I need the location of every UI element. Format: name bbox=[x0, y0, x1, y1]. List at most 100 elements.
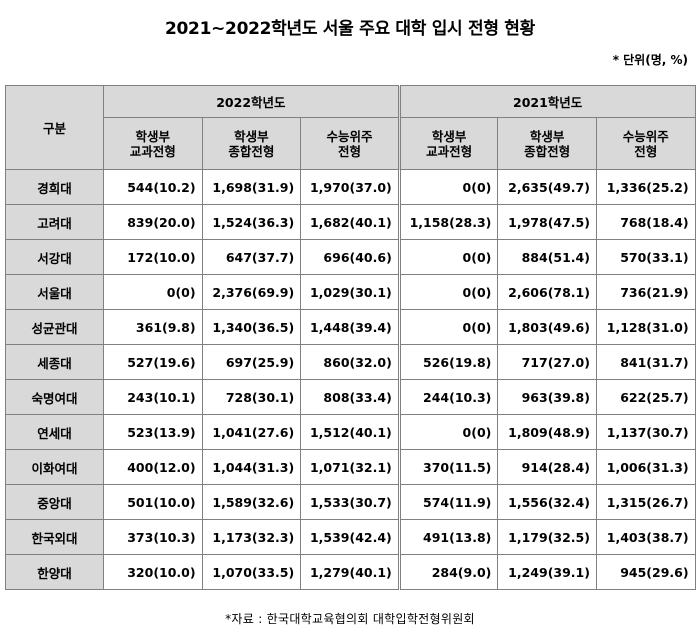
header-type-line2: 교과전형 bbox=[426, 143, 473, 159]
table-cell: 1,524(36.3) bbox=[201, 204, 302, 240]
table-row: 연세대 523(13.9) 1,041(27.6) 1,512(40.1) 0(0) 1,… bbox=[5, 414, 696, 450]
table-cell: 860(32.0) bbox=[300, 344, 400, 380]
table-cell: 574(11.9) bbox=[397, 484, 499, 520]
table-cell: 1,589(32.6) bbox=[201, 484, 302, 520]
table-cell: 1,179(32.5) bbox=[497, 519, 597, 555]
table-cell: 1,403(38.7) bbox=[595, 519, 696, 555]
table-cell: 523(13.9) bbox=[103, 414, 203, 450]
university-name: 중앙대 bbox=[5, 484, 104, 520]
table-cell: 1,158(28.3) bbox=[397, 204, 499, 240]
table-cell: 0(0) bbox=[103, 274, 203, 310]
table-row: 중앙대 501(10.0) 1,589(32.6) 1,533(30.7) 574(11… bbox=[5, 484, 696, 520]
table-cell: 1,006(31.3) bbox=[595, 449, 696, 485]
table-row: 경희대 544(10.2) 1,698(31.9) 1,970(37.0) 0(0) 2,… bbox=[5, 169, 696, 205]
header-type: 학생부 종합전형 bbox=[201, 117, 302, 170]
table-cell: 1,556(32.4) bbox=[497, 484, 597, 520]
header-type-line1: 학생부 bbox=[234, 128, 269, 144]
table-cell: 884(51.4) bbox=[497, 239, 597, 275]
table-cell: 696(40.6) bbox=[300, 239, 400, 275]
university-name: 경희대 bbox=[5, 169, 104, 205]
table-cell: 1,533(30.7) bbox=[300, 484, 400, 520]
table-cell: 1,698(31.9) bbox=[201, 169, 302, 205]
table-cell: 0(0) bbox=[397, 414, 499, 450]
table-cell: 1,044(31.3) bbox=[201, 449, 302, 485]
table-cell: 1,173(32.3) bbox=[201, 519, 302, 555]
table-row: 한양대 320(10.0) 1,070(33.5) 1,279(40.1) 284(9.… bbox=[5, 554, 696, 590]
table-cell: 284(9.0) bbox=[397, 554, 499, 590]
university-name: 서강대 bbox=[5, 239, 104, 275]
table-cell: 728(30.1) bbox=[201, 379, 302, 415]
header-type: 수능위주 전형 bbox=[595, 117, 696, 170]
table-cell: 491(13.8) bbox=[397, 519, 499, 555]
table-cell: 501(10.0) bbox=[103, 484, 203, 520]
table-cell: 1,340(36.5) bbox=[201, 309, 302, 345]
university-name: 성균관대 bbox=[5, 309, 104, 345]
table-cell: 736(21.9) bbox=[595, 274, 696, 310]
university-name: 이화여대 bbox=[5, 449, 104, 485]
table-cell: 0(0) bbox=[397, 169, 499, 205]
table-row: 세종대 527(19.6) 697(25.9) 860(32.0) 526(19.8) 7… bbox=[5, 344, 696, 380]
table-cell: 963(39.8) bbox=[497, 379, 597, 415]
table-row: 고려대 839(20.0) 1,524(36.3) 1,682(40.1) 1,158(… bbox=[5, 204, 696, 240]
table-cell: 1,448(39.4) bbox=[300, 309, 400, 345]
header-type-line1: 수능위주 bbox=[622, 128, 669, 144]
table-row: 한국외대 373(10.3) 1,173(32.3) 1,539(42.4) 491(1… bbox=[5, 519, 696, 555]
table-cell: 2,606(78.1) bbox=[497, 274, 597, 310]
table-cell: 370(11.5) bbox=[397, 449, 499, 485]
table-cell: 2,376(69.9) bbox=[201, 274, 302, 310]
table-cell: 373(10.3) bbox=[103, 519, 203, 555]
table-cell: 647(37.7) bbox=[201, 239, 302, 275]
page-title: 2021~2022학년도 서울 주요 대학 입시 전형 현황 bbox=[165, 19, 535, 39]
table-cell: 526(19.8) bbox=[397, 344, 499, 380]
table-row: 숙명여대 243(10.1) 728(30.1) 808(33.4) 244(10.3)… bbox=[5, 379, 696, 415]
university-name: 한국외대 bbox=[5, 519, 104, 555]
table-cell: 839(20.0) bbox=[103, 204, 203, 240]
table-row: 성균관대 361(9.8) 1,340(36.5) 1,448(39.4) 0(0) 1,… bbox=[5, 309, 696, 345]
header-type-line1: 학생부 bbox=[529, 128, 565, 144]
table-cell: 0(0) bbox=[397, 274, 499, 310]
table-cell: 1,137(30.7) bbox=[595, 414, 696, 450]
table-body: 경희대 544(10.2) 1,698(31.9) 1,970(37.0) 0(0) 2,… bbox=[5, 169, 696, 590]
table-cell: 544(10.2) bbox=[103, 169, 203, 205]
university-name: 고려대 bbox=[5, 204, 104, 240]
table-cell: 2,635(49.7) bbox=[497, 169, 597, 205]
unit-note: * 단위(명, %) bbox=[612, 53, 688, 67]
table-row: 서강대 172(10.0) 647(37.7) 696(40.6) 0(0) 884(51… bbox=[5, 239, 696, 275]
university-name: 숙명여대 bbox=[5, 379, 104, 415]
table-cell: 400(12.0) bbox=[103, 449, 203, 485]
header-row-years: 구분 2022학년도 2021학년도 bbox=[5, 85, 696, 170]
table-cell: 914(28.4) bbox=[497, 449, 597, 485]
header-type: 수능위주 전형 bbox=[300, 117, 400, 170]
header-row-types: 학생부 교과전형 학생부 종합전형 수능위주 전형 학생부 교과전형 학생부 종합전형 수능위주 전형 bbox=[6, 117, 696, 170]
table-cell: 1,809(48.9) bbox=[497, 414, 597, 450]
table-cell: 1,970(37.0) bbox=[300, 169, 400, 205]
table-cell: 1,279(40.1) bbox=[300, 554, 400, 590]
table-cell: 1,978(47.5) bbox=[497, 204, 597, 240]
table-cell: 1,070(33.5) bbox=[201, 554, 302, 590]
header-type-line2: 종합전형 bbox=[524, 143, 571, 159]
table-cell: 1,029(30.1) bbox=[300, 274, 400, 310]
table-cell: 1,315(26.7) bbox=[595, 484, 696, 520]
table-cell: 945(29.6) bbox=[595, 554, 696, 590]
header-type: 학생부 교과전형 bbox=[103, 117, 203, 170]
table-cell: 243(10.1) bbox=[103, 379, 203, 415]
header-type-line2: 전형 bbox=[337, 143, 361, 159]
table-cell: 1,336(25.2) bbox=[595, 169, 696, 205]
header-type-line1: 학생부 bbox=[431, 128, 467, 144]
university-name: 세종대 bbox=[5, 344, 104, 380]
header-year-2021: 2021학년도 bbox=[397, 85, 696, 118]
table-cell: 841(31.7) bbox=[595, 344, 696, 380]
table-cell: 1,249(39.1) bbox=[497, 554, 597, 590]
table-cell: 320(10.0) bbox=[103, 554, 203, 590]
table-cell: 1,041(27.6) bbox=[201, 414, 302, 450]
table-row: 이화여대 400(12.0) 1,044(31.3) 1,071(32.1) 370(1… bbox=[5, 449, 696, 485]
table-cell: 172(10.0) bbox=[103, 239, 203, 275]
header-type: 학생부 종합전형 bbox=[497, 117, 597, 170]
university-name: 서울대 bbox=[5, 274, 104, 310]
header-type-line2: 교과전형 bbox=[129, 143, 176, 159]
header-category: 구분 bbox=[5, 85, 104, 170]
header-year-2022: 2022학년도 bbox=[103, 85, 400, 118]
header-type-line1: 학생부 bbox=[135, 128, 171, 144]
table-cell: 570(33.1) bbox=[595, 239, 696, 275]
admission-table: 구분 2022학년도 2021학년도 학생부 교과전형 학생부 종합전형 수능위주 전형 학… bbox=[5, 85, 696, 590]
